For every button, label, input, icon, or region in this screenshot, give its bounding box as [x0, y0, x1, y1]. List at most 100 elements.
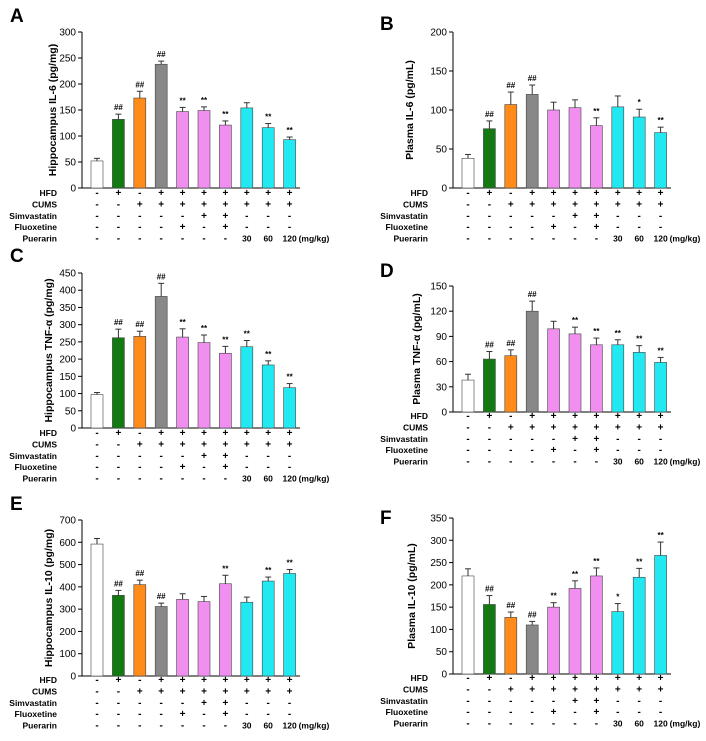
y-tick-label: 100 — [59, 389, 76, 400]
table-cell: 60 — [263, 721, 273, 731]
table-cell: - — [531, 234, 534, 245]
significance-mark: ** — [201, 324, 208, 333]
significance-mark: ** — [286, 126, 293, 135]
row-label: Puerarin — [23, 721, 58, 731]
significance-mark: ** — [265, 566, 272, 575]
bar — [590, 575, 603, 675]
table-cell: 120 — [283, 474, 297, 484]
table-cell: + — [180, 222, 186, 233]
table-cell: - — [573, 707, 576, 718]
table-cell: - — [202, 709, 205, 720]
table-cell: - — [488, 696, 491, 707]
bar — [197, 342, 211, 429]
table-cell: - — [95, 188, 98, 199]
table-cell: - — [288, 709, 291, 720]
table-cell: + — [508, 684, 514, 695]
panel-c: C Hippocampus TNF-α (pg/mg) 0 50 100 150 200 25… — [9, 246, 329, 485]
significance-mark: ** — [265, 113, 272, 122]
table-cell: + — [201, 439, 207, 450]
table-cell: - — [466, 445, 469, 456]
bar — [261, 580, 275, 677]
y-tick-label: 700 — [59, 516, 76, 527]
table-cell: - — [160, 698, 163, 709]
y-tick-label: 250 — [430, 558, 447, 569]
table-cell: + — [244, 439, 250, 450]
table-cell: - — [95, 721, 98, 732]
bar — [590, 125, 603, 189]
table-cell: + — [265, 428, 271, 439]
row-label: CUMS — [403, 199, 428, 209]
table-cell: - — [488, 422, 491, 433]
table-cell: + — [265, 675, 271, 686]
table-cell: - — [531, 707, 534, 718]
significance-mark: ## — [506, 81, 515, 90]
significance-mark: ** — [636, 557, 643, 566]
significance-mark: ** — [244, 330, 251, 339]
significance-mark: ## — [506, 339, 515, 348]
row-label: Simvastatin — [380, 434, 428, 444]
table-cell: - — [659, 222, 662, 233]
table-cell: - — [181, 698, 184, 709]
table-cell: - — [245, 211, 248, 222]
treatment-table: HFD - + - + + + + + + +CUMS - - + + + + + + + +Simvastatin - -… — [380, 188, 700, 245]
table-cell: + — [593, 422, 599, 433]
y-tick-label: 150 — [430, 67, 447, 78]
panel-letter: A — [10, 6, 24, 27]
table-cell: 120 — [654, 719, 668, 729]
bar — [154, 296, 168, 429]
row-label: Fluoxetine — [14, 222, 57, 232]
table-cell: - — [466, 188, 469, 199]
y-tick-label: 50 — [65, 158, 77, 169]
table-cell: + — [551, 188, 557, 199]
table-cell: - — [509, 445, 512, 456]
table-cell: - — [488, 719, 491, 730]
table-cell: + — [658, 684, 664, 695]
panel-f: F Plasma IL-10 (pg/mL) 0 50 100 150 200 250 300 3… — [380, 508, 700, 730]
table-cell: + — [658, 673, 664, 684]
table-cell: + — [180, 462, 186, 473]
table-cell: 60 — [263, 474, 273, 484]
y-tick-label: 300 — [59, 320, 76, 331]
table-cell: - — [509, 234, 512, 245]
table-cell: + — [551, 222, 557, 233]
table-cell: - — [202, 474, 205, 485]
table-cell: - — [117, 222, 120, 233]
table-cell: - — [117, 439, 120, 450]
table-cell: + — [572, 211, 578, 222]
table-cell: - — [531, 457, 534, 468]
table-cell: + — [615, 684, 621, 695]
table-cell: - — [638, 211, 641, 222]
table-cell: + — [180, 439, 186, 450]
table-cell: 30 — [242, 721, 252, 731]
significance-mark: ** — [286, 373, 293, 382]
row-label: Simvastatin — [380, 211, 428, 221]
table-cell: - — [95, 199, 98, 210]
table-cell: - — [466, 673, 469, 684]
significance-mark: ## — [157, 592, 166, 601]
bar — [154, 606, 168, 677]
table-cell: - — [466, 434, 469, 445]
table-cell: - — [288, 462, 291, 473]
table-cell: + — [593, 673, 599, 684]
table-cell: - — [595, 719, 598, 730]
table-cell: - — [488, 434, 491, 445]
table-cell: + — [137, 439, 143, 450]
table-cell: - — [95, 428, 98, 439]
table-cell: - — [138, 698, 141, 709]
row-label: Puerarin — [394, 457, 429, 467]
bar — [133, 97, 147, 189]
table-cell: - — [659, 696, 662, 707]
table-cell: - — [95, 451, 98, 462]
table-cell: + — [551, 422, 557, 433]
row-label: Puerarin — [23, 234, 58, 244]
table-cell: - — [531, 222, 534, 233]
table-cell: - — [552, 719, 555, 730]
dose-unit: (mg/kg) — [299, 721, 330, 731]
table-cell: - — [616, 696, 619, 707]
bar — [483, 128, 496, 189]
table-cell: - — [466, 707, 469, 718]
row-label: Puerarin — [394, 719, 429, 729]
bar — [525, 624, 539, 675]
y-axis-label: Plasma IL-6 (pg/mL) — [404, 60, 416, 160]
table-cell: - — [288, 451, 291, 462]
